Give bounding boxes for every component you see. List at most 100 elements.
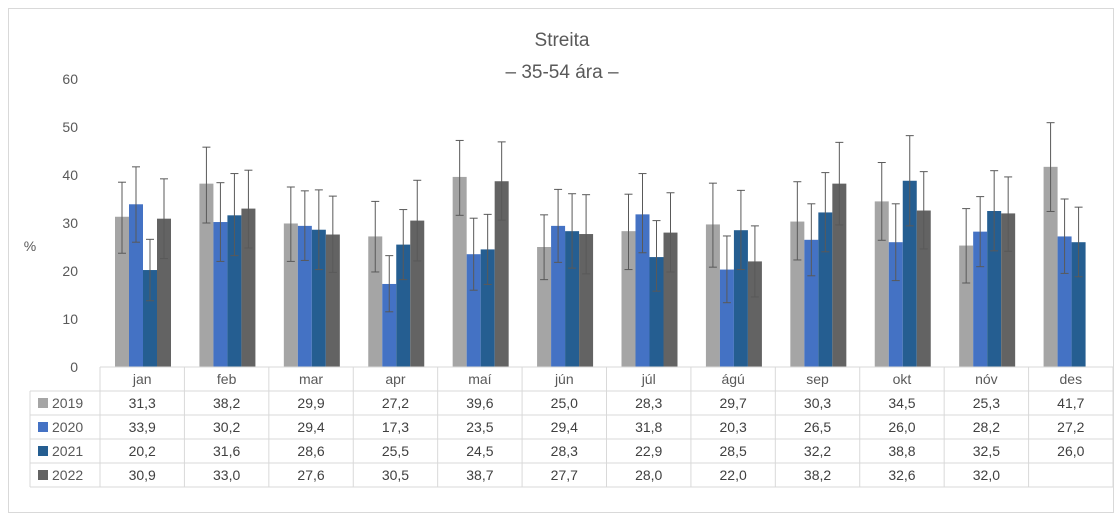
bar-2022-júl — [663, 232, 678, 367]
data-label: 29,7 — [720, 395, 747, 411]
legend-key-2022 — [38, 470, 48, 480]
bar-2020-okt — [888, 242, 903, 367]
data-label: 26,0 — [888, 419, 915, 435]
data-label: 28,5 — [720, 443, 747, 459]
bar-2022-apr — [410, 220, 425, 367]
bar-2019-mar — [283, 223, 298, 367]
bar-2019-maí — [452, 176, 467, 367]
error-bar-2019-apr — [371, 200, 380, 273]
bar-2019-okt — [874, 201, 889, 367]
y-axis-label: % — [24, 238, 36, 254]
data-label: 29,4 — [551, 419, 578, 435]
data-label: 27,7 — [551, 467, 578, 483]
legend-key-2021 — [38, 446, 48, 456]
error-bar-2021-maí — [483, 213, 492, 285]
bar-2022-jún — [579, 234, 594, 367]
data-label: 29,4 — [297, 419, 324, 435]
data-label: 30,3 — [804, 395, 831, 411]
bar-2019-feb — [199, 183, 214, 367]
error-bar-2019-jún — [540, 214, 549, 281]
error-bar-2021-nóv — [990, 170, 999, 252]
bar-2019-júl — [621, 231, 636, 367]
bar-2020-ágú — [719, 269, 734, 367]
error-bar-2021-jan — [146, 238, 154, 302]
bar-2021-sep — [818, 212, 833, 367]
data-label: 30,2 — [213, 419, 240, 435]
legend-label: 2021 — [52, 443, 83, 459]
error-bar-2019-mar — [286, 186, 295, 262]
y-tick-label: 10 — [62, 311, 78, 327]
error-bar-2022-jan — [160, 178, 168, 260]
error-bar-2020-jan — [132, 166, 140, 243]
error-bar-2022-jún — [582, 194, 591, 275]
bar-2019-jún — [537, 247, 552, 367]
error-bar-2022-mar — [328, 195, 337, 273]
error-bar-2019-jan — [118, 181, 126, 254]
bar-2020-apr — [382, 283, 397, 367]
error-bar-2019-júl — [624, 193, 633, 271]
bar-2021-feb — [227, 215, 242, 367]
error-bar-2021-des — [1074, 206, 1083, 278]
data-label: 24,5 — [466, 443, 493, 459]
data-label: 28,2 — [973, 419, 1000, 435]
data-label: 20,2 — [129, 443, 156, 459]
bar-2021-maí — [480, 249, 495, 367]
error-bar-2020-maí — [469, 217, 478, 291]
bar-2020-nóv — [973, 231, 988, 367]
x-tick-label: nóv — [975, 371, 998, 387]
x-tick-label: sep — [806, 371, 829, 387]
error-bar-2019-des — [1046, 122, 1055, 212]
data-label: 28,0 — [635, 467, 662, 483]
error-bar-2021-júl — [652, 220, 661, 292]
data-label: 33,0 — [213, 467, 240, 483]
bar-2019-ágú — [705, 224, 720, 367]
error-bar-2020-des — [1060, 198, 1069, 274]
x-tick-label: jan — [132, 371, 152, 387]
bar-2020-sep — [804, 239, 819, 367]
bar-2021-júl — [649, 257, 664, 367]
error-bar-2022-maí — [497, 141, 506, 221]
bar-2021-jan — [143, 270, 157, 367]
bar-2019-sep — [790, 221, 805, 367]
y-tick-label: 20 — [62, 263, 78, 279]
data-label: 30,5 — [382, 467, 409, 483]
bar-2020-feb — [213, 222, 228, 367]
legend-label: 2019 — [52, 395, 83, 411]
y-tick-label: 60 — [62, 71, 78, 87]
bar-2020-jan — [129, 204, 143, 367]
y-tick-label: 30 — [62, 215, 78, 231]
error-bar-2020-mar — [300, 190, 309, 261]
data-label: 25,3 — [973, 395, 1000, 411]
legend-label: 2022 — [52, 467, 83, 483]
error-bar-2020-júl — [638, 173, 647, 254]
bar-2020-maí — [466, 254, 481, 367]
bar-2019-nóv — [959, 245, 974, 367]
bar-2021-apr — [396, 244, 411, 367]
data-label: 39,6 — [466, 395, 493, 411]
error-bar-2022-okt — [919, 171, 928, 250]
x-tick-label: júl — [641, 371, 656, 387]
bar-2021-jún — [565, 231, 580, 367]
legend-key-2020 — [38, 422, 48, 432]
error-bar-2020-feb — [216, 182, 225, 262]
bar-2020-des — [1057, 236, 1072, 367]
bar-2022-jan — [157, 218, 171, 367]
error-bar-2020-nóv — [976, 196, 985, 268]
data-label: 33,9 — [129, 419, 156, 435]
error-bar-2021-okt — [905, 135, 914, 227]
data-label: 26,5 — [804, 419, 831, 435]
error-bar-2019-sep — [793, 181, 802, 261]
data-label: 41,7 — [1057, 395, 1084, 411]
error-bar-2020-sep — [807, 203, 816, 277]
data-label: 38,2 — [213, 395, 240, 411]
error-bar-2022-nóv — [1004, 176, 1013, 252]
data-label: 32,5 — [973, 443, 1000, 459]
error-bar-2021-feb — [230, 173, 239, 257]
error-bar-2020-ágú — [722, 235, 731, 304]
bar-2022-maí — [494, 181, 509, 367]
data-label: 28,3 — [551, 443, 578, 459]
data-label: 32,6 — [888, 467, 915, 483]
error-bar-2021-mar — [314, 189, 323, 271]
bar-2020-jún — [551, 225, 566, 367]
